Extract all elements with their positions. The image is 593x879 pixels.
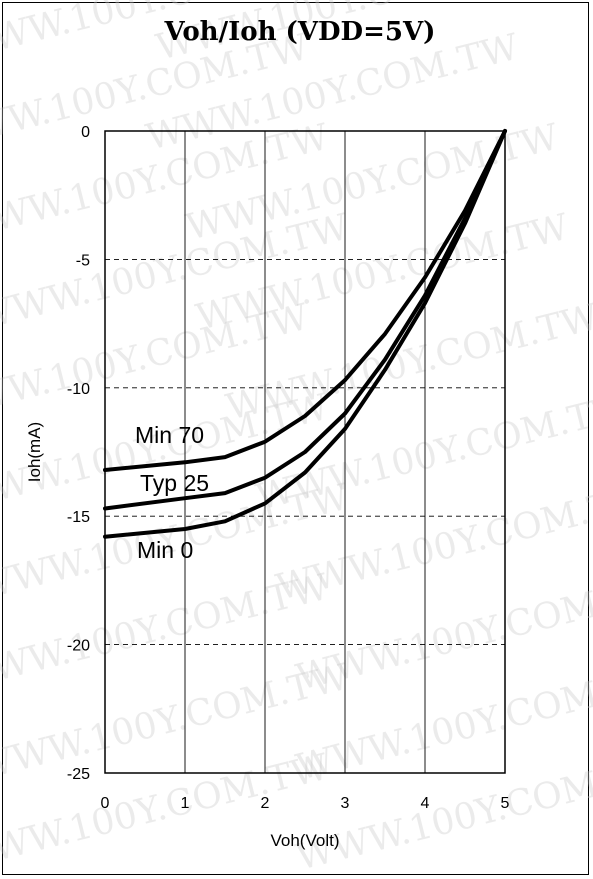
- y-tick-label: -20: [67, 638, 90, 655]
- series-label: Typ 25: [140, 470, 209, 496]
- x-axis-label: Voh(Volt): [271, 831, 340, 850]
- series-lines: [103, 129, 507, 539]
- chart-title: Voh/Ioh (VDD=5V): [164, 17, 436, 47]
- y-tick-label: -25: [67, 766, 90, 783]
- y-tick-label: 0: [81, 124, 90, 141]
- plot-area: [104, 130, 506, 774]
- series-line: [103, 129, 507, 472]
- series-label: Min 70: [135, 422, 204, 448]
- x-tick-label: 1: [181, 795, 190, 812]
- x-tick-label: 0: [101, 795, 110, 812]
- series-line: [103, 129, 507, 539]
- x-tick-labels: 0 1 2 3 4 5: [101, 795, 510, 812]
- x-tick-label: 4: [421, 795, 430, 812]
- series-label: Min 0: [137, 537, 193, 563]
- y-tick-label: -15: [67, 509, 90, 526]
- y-axis-label: Ioh(mA): [25, 422, 44, 482]
- series-line: [103, 129, 507, 511]
- y-tick-labels: 0 -5 -10 -15 -20 -25: [67, 124, 90, 783]
- y-tick-label: -5: [76, 252, 90, 269]
- y-tick-label: -10: [67, 381, 90, 398]
- x-tick-label: 5: [501, 795, 510, 812]
- grid: [105, 131, 505, 773]
- x-tick-label: 2: [261, 795, 270, 812]
- series-labels: Min 70 Typ 25 Min 0: [135, 422, 209, 563]
- x-tick-label: 3: [341, 795, 350, 812]
